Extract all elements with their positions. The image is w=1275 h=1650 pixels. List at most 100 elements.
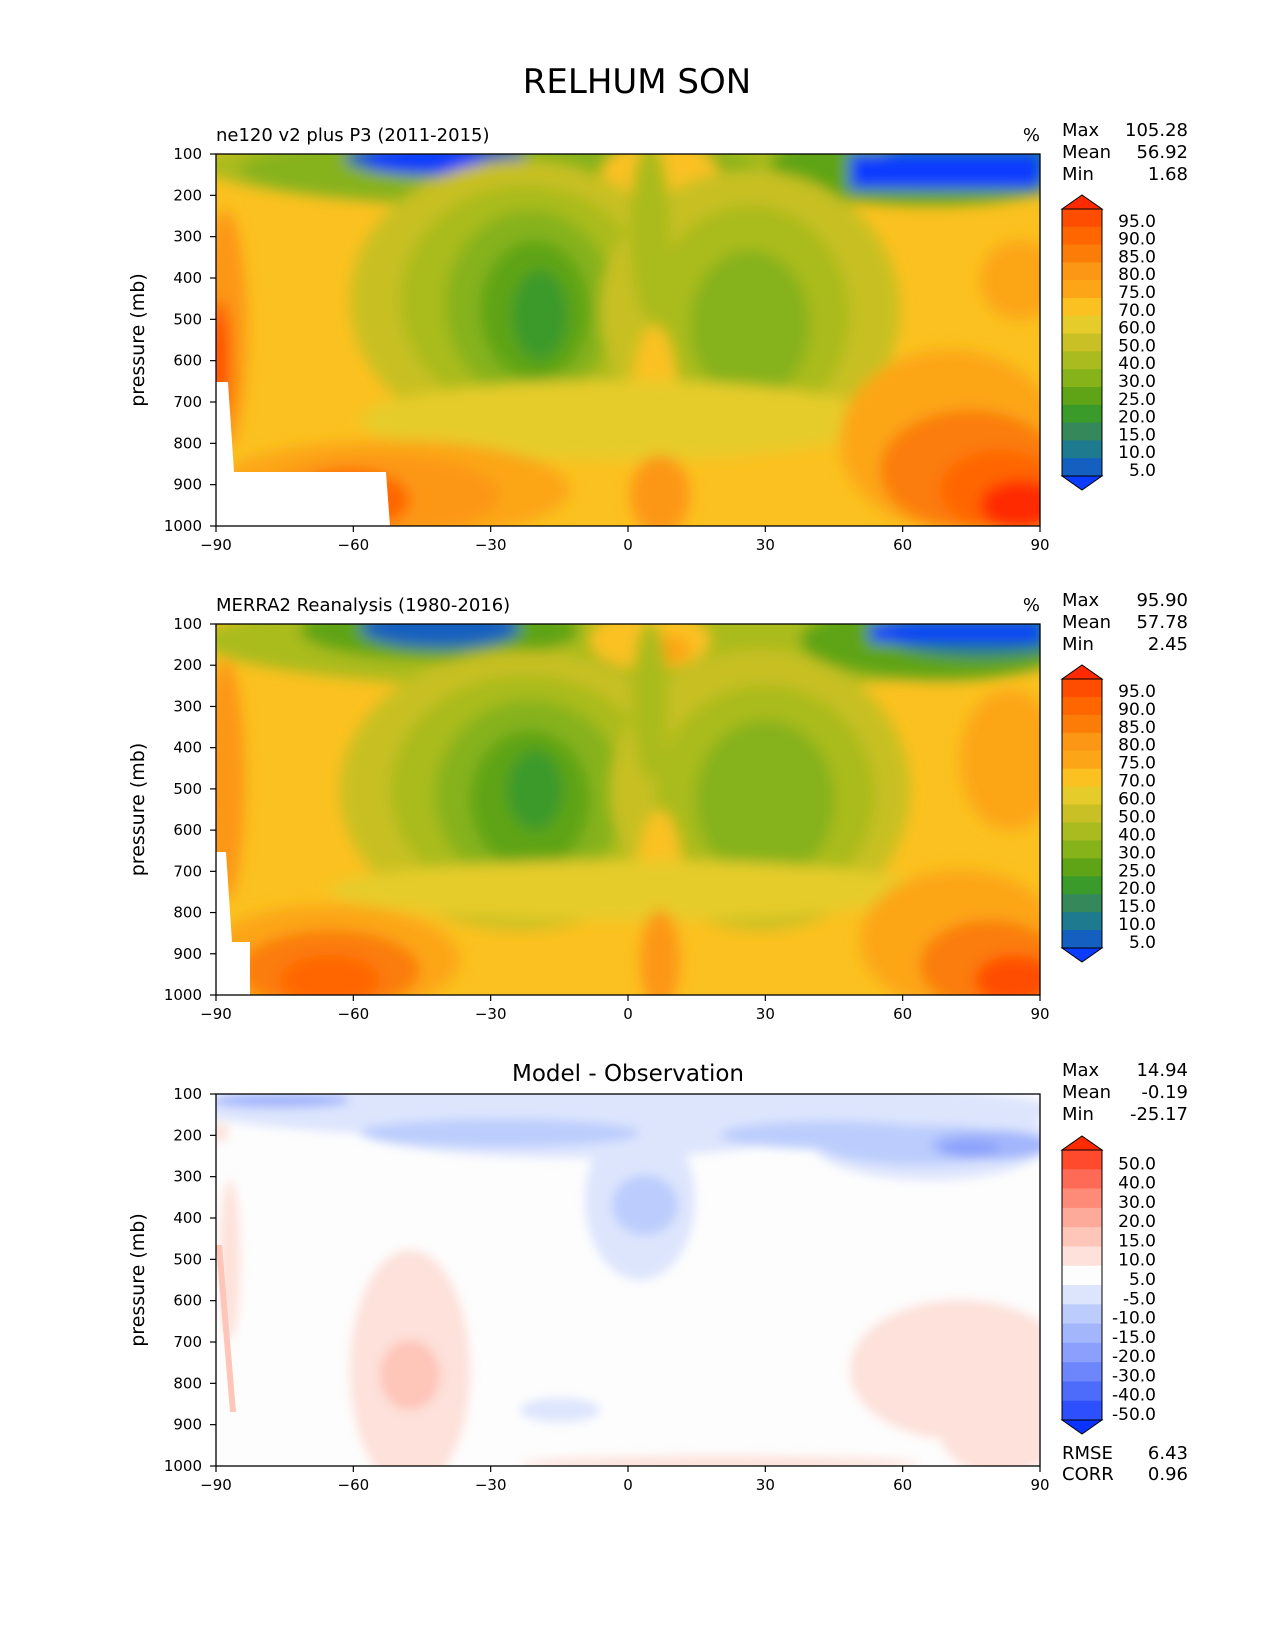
colorbar-level-label: 5.0: [1129, 461, 1156, 481]
panel-3-axes: −90 −60 −30 0 30 60 90 100 200 300 400 500 600 700 800…: [127, 1085, 1050, 1494]
colorbar-swatch: [1062, 422, 1102, 441]
colorbar-level-label: 50.0: [1118, 1154, 1156, 1174]
colorbar-swatch: [1062, 1227, 1102, 1247]
colorbar-swatch: [1062, 1304, 1102, 1325]
colorbar-swatch: [1062, 244, 1102, 263]
y-axis-label: pressure (mb): [127, 1213, 149, 1347]
colorbar-level-label: 30.0: [1118, 372, 1156, 392]
y-tick-label: 300: [173, 1168, 202, 1186]
colorbar-swatch: [1062, 298, 1102, 317]
colorbar-swatch: [1062, 679, 1102, 698]
colorbar-swatch: [1062, 440, 1102, 459]
stat-max-label: Max: [1062, 120, 1100, 141]
colorbar-swatch: [1062, 1323, 1102, 1344]
y-tick-label: 700: [173, 1333, 202, 1351]
colorbar-level-label: 20.0: [1118, 879, 1156, 899]
colorbar-level-label: 5.0: [1129, 933, 1156, 953]
contour-field: [216, 624, 1040, 995]
x-tick-label: 60: [893, 536, 912, 554]
y-tick-label: 900: [173, 945, 202, 963]
y-tick-label: 500: [173, 310, 202, 328]
colorbar-level-label: 40.0: [1118, 354, 1156, 374]
x-tick-label: −90: [200, 536, 232, 554]
y-tick-label: 800: [173, 434, 202, 452]
y-tick-label: 600: [173, 352, 202, 370]
x-tick-label: −90: [200, 1005, 232, 1023]
colorbar-swatch: [1062, 804, 1102, 823]
colorbar-level-label: -20.0: [1112, 1347, 1156, 1367]
stat-max-label: Max: [1062, 1060, 1100, 1081]
stat-mean-label: Mean: [1062, 142, 1111, 163]
panel-units: %: [1023, 125, 1040, 146]
stat-rmse-value: 6.43: [1148, 1443, 1188, 1464]
colorbar-frame: [1061, 1149, 1103, 1421]
y-tick-label: 1000: [164, 517, 202, 535]
colorbar-swatch: [1062, 1400, 1102, 1421]
panel-difference: Model - Observation: [215, 1061, 1041, 1467]
colorbar-frame: [1061, 208, 1103, 477]
colorbar-swatch: [1062, 786, 1102, 806]
colorbar-swatch: [1062, 750, 1102, 770]
colorbar-swatch: [1062, 696, 1102, 716]
colorbar-level-label: 80.0: [1118, 265, 1156, 285]
colorbar-swatch: [1062, 333, 1102, 352]
stat-min-label: Min: [1062, 164, 1094, 185]
panel-title: MERRA2 Reanalysis (1980-2016): [216, 595, 510, 616]
panel-1-axes: −90 −60 −30 0 30 60 90 100 200 300 400 500 600 700 800…: [127, 145, 1050, 554]
colorbar-swatch: [1062, 822, 1102, 841]
panel-3-stats: Max 14.94 Mean -0.19 Min -25.17 RMSE 6.43 CORR 0.…: [1062, 1060, 1188, 1485]
colorbar-level-label: 70.0: [1118, 301, 1156, 321]
y-tick-label: 400: [173, 739, 202, 757]
y-tick-label: 1000: [164, 1457, 202, 1475]
colorbar-level-label: 75.0: [1118, 754, 1156, 774]
y-tick-label: 400: [173, 1209, 202, 1227]
colorbar-level-label: 10.0: [1118, 443, 1156, 463]
colorbar-swatch: [1062, 894, 1102, 913]
colorbar-swatch: [1062, 768, 1102, 788]
colorbar-level-label: -30.0: [1112, 1366, 1156, 1386]
colorbar-swatch: [1062, 1169, 1102, 1190]
colorbar-swatch: [1062, 1207, 1102, 1228]
contour-field: [216, 154, 1040, 526]
colorbar-level-label: 95.0: [1118, 682, 1156, 702]
x-tick-label: 90: [1030, 536, 1049, 554]
panel-3-colorbar: 50.040.030.020.015.010.05.0-5.0-10.0-15.…: [1060, 1135, 1156, 1435]
x-tick-label: −90: [200, 1476, 232, 1494]
y-tick-label: 600: [173, 821, 202, 839]
y-tick-label: 100: [173, 1085, 202, 1103]
stat-min-value: 1.68: [1148, 164, 1188, 185]
colorbar-swatch: [1062, 714, 1102, 734]
colorbar-level-label: 10.0: [1118, 915, 1156, 935]
colorbar-swatch: [1062, 1246, 1102, 1267]
y-tick-label: 200: [173, 1126, 202, 1144]
colorbar-swatch: [1062, 1188, 1102, 1209]
colorbar-level-label: 50.0: [1118, 807, 1156, 827]
x-tick-label: 0: [623, 1476, 633, 1494]
colorbar-level-label: -40.0: [1112, 1386, 1156, 1406]
colorbar-level-label: 25.0: [1118, 390, 1156, 410]
y-tick-label: 900: [173, 476, 202, 494]
colorbar-level-label: 60.0: [1118, 319, 1156, 339]
colorbar-swatch: [1062, 858, 1102, 877]
colorbar-level-label: 90.0: [1118, 230, 1156, 250]
colorbar-swatch: [1062, 912, 1102, 931]
colorbar-bottom-extend: [1060, 947, 1104, 963]
stat-mean-label: Mean: [1062, 1082, 1111, 1103]
panel-title: ne120 v2 plus P3 (2011-2015): [216, 125, 490, 146]
y-tick-label: 100: [173, 615, 202, 633]
stat-min-label: Min: [1062, 1104, 1094, 1125]
colorbar-level-label: 40.0: [1118, 1174, 1156, 1194]
stat-mean-value: 56.92: [1136, 142, 1188, 163]
stat-min-label: Min: [1062, 634, 1094, 655]
colorbar-swatch: [1062, 1265, 1102, 1286]
stat-mean-value: -0.19: [1141, 1082, 1188, 1103]
panel-units: %: [1023, 595, 1040, 616]
figure-title: RELHUM SON: [523, 62, 751, 102]
colorbar-swatch: [1062, 458, 1102, 477]
colorbar-level-label: 10.0: [1118, 1251, 1156, 1271]
y-tick-label: 200: [173, 656, 202, 674]
colorbar-level-label: -5.0: [1123, 1289, 1156, 1309]
colorbar-swatch: [1062, 930, 1102, 949]
y-axis-label: pressure (mb): [127, 273, 149, 407]
stat-mean-label: Mean: [1062, 612, 1111, 633]
